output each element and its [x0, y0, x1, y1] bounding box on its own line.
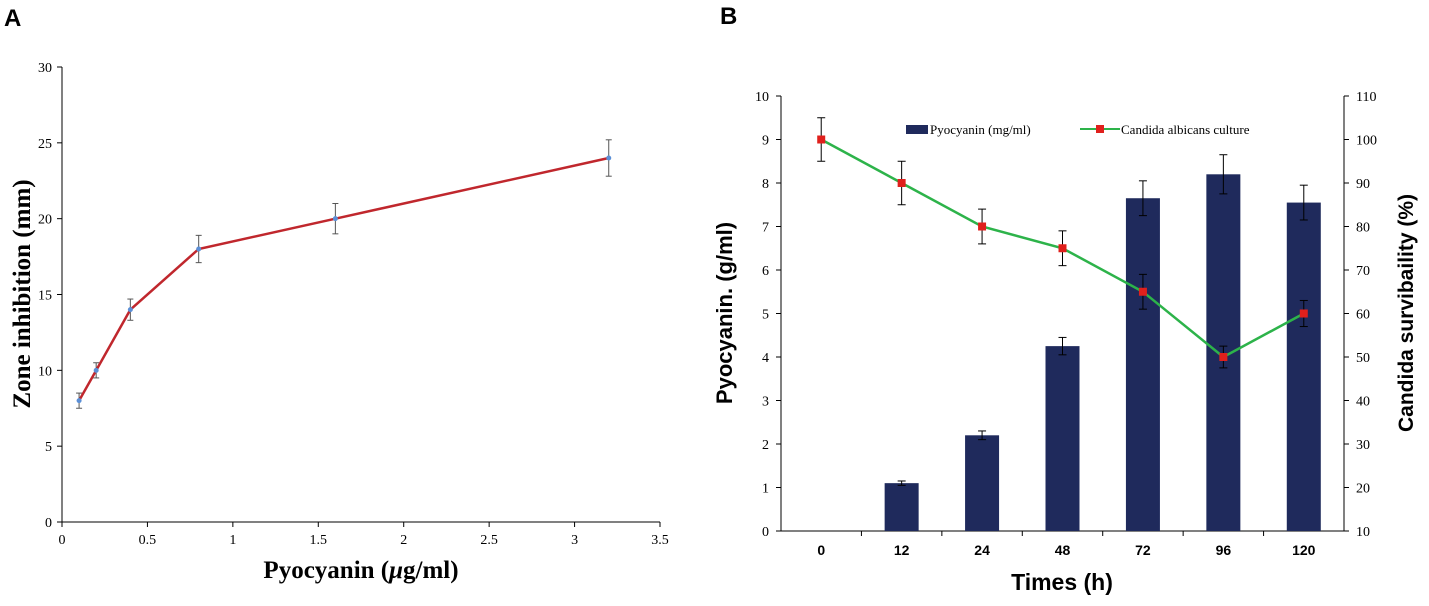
b-x-tick-label: 24: [974, 542, 990, 558]
a-y-tick-label: 25: [38, 137, 52, 152]
b-bar: [1286, 202, 1321, 531]
a-x-tick-label: 2.5: [480, 533, 498, 548]
b-left-tick-label: 0: [762, 525, 769, 540]
a-data-point: [93, 367, 99, 373]
b-line-marker: [1299, 309, 1308, 318]
a-data-point: [332, 216, 338, 222]
a-y-tick-label: 30: [38, 61, 52, 76]
a-x-tick-label: 0.5: [139, 533, 157, 548]
b-left-tick-label: 1: [762, 482, 769, 497]
b-right-axis-label: Candida survibaility (%): [1395, 194, 1418, 432]
b-line-marker: [897, 179, 906, 187]
a-data-point: [127, 307, 133, 313]
a-y-tick-label: 10: [38, 364, 52, 379]
b-line-marker: [1138, 287, 1147, 296]
a-data-point: [196, 246, 202, 252]
b-right-tick-label: 80: [1356, 221, 1370, 236]
legend-line-label: Candida albicans culture: [1121, 122, 1250, 137]
a-y-tick-label: 20: [38, 213, 52, 228]
b-bar: [1125, 198, 1160, 531]
legend-bar-label: Pyocyanin (mg/ml): [930, 122, 1031, 137]
b-bar: [884, 483, 919, 531]
b-bar: [965, 435, 1000, 531]
b-x-tick-label: 48: [1055, 542, 1071, 558]
b-bar: [1045, 346, 1080, 531]
b-left-axis-label: Pyocyanin. (g/ml): [712, 222, 737, 404]
b-x-tick-label: 72: [1135, 542, 1151, 558]
b-left-tick-label: 3: [762, 395, 769, 410]
a-x-tick-label: 0: [59, 533, 66, 548]
b-line-marker: [817, 135, 826, 144]
b-right-tick-label: 50: [1356, 351, 1370, 366]
a-x-tick-label: 1.5: [310, 533, 328, 548]
b-left-tick-label: 6: [762, 264, 769, 279]
a-y-tick-label: 0: [45, 516, 52, 531]
a-x-tick-label: 3.5: [651, 533, 669, 548]
b-line-marker: [1058, 244, 1067, 253]
b-right-tick-label: 40: [1356, 395, 1370, 410]
b-x-axis-label: Times (h): [1011, 569, 1113, 595]
b-left-tick-label: 7: [762, 221, 769, 236]
b-x-tick-label: 96: [1216, 542, 1232, 558]
b-x-tick-label: 12: [894, 542, 910, 558]
a-y-axis-label: Zone inhibition (mm): [9, 179, 36, 408]
b-x-tick-label: 0: [817, 542, 825, 558]
legend-bar-swatch: [906, 125, 928, 134]
a-y-tick-label: 15: [38, 289, 52, 304]
panel-a-chart: 0 5 10 15 20 25 30 0 0.5 1 1.5 2 2.5 3 3.5 Zone inhib…: [9, 61, 669, 584]
b-legend: Pyocyanin (mg/ml) Candida albicans cultu…: [906, 122, 1250, 137]
a-y-tick-label: 5: [45, 440, 52, 455]
legend-line-marker: [1096, 125, 1104, 133]
b-x-tick-label: 120: [1292, 542, 1316, 558]
b-right-tick-label: 10: [1356, 525, 1370, 540]
panel-label-a: A: [4, 5, 21, 32]
panel-label-b: B: [720, 3, 737, 30]
b-right-tick-label: 60: [1356, 308, 1370, 323]
b-line-marker: [1219, 353, 1228, 361]
a-x-axis-label: Pyocyanin (μg/ml): [263, 557, 458, 584]
b-right-tick-label: 110: [1356, 90, 1376, 105]
b-left-tick-label: 5: [762, 308, 769, 323]
b-left-tick-label: 9: [762, 134, 769, 149]
a-x-tick-label: 3: [571, 533, 578, 548]
a-x-tick-label: 1: [229, 533, 236, 548]
a-series-line: [77, 156, 610, 402]
b-right-tick-label: 30: [1356, 438, 1370, 453]
b-right-tick-label: 100: [1356, 134, 1377, 149]
a-x-tick-label: 2: [400, 533, 407, 548]
b-left-tick-label: 10: [755, 90, 769, 105]
b-left-tick-label: 8: [762, 177, 769, 192]
b-right-tick-label: 90: [1356, 177, 1370, 192]
b-right-tick-label: 20: [1356, 482, 1370, 497]
b-left-tick-label: 2: [762, 438, 769, 453]
b-left-tick-label: 4: [762, 351, 769, 366]
a-data-point: [76, 398, 82, 404]
b-line-marker: [978, 222, 987, 231]
b-right-tick-label: 70: [1356, 264, 1370, 279]
a-data-point: [606, 155, 612, 161]
